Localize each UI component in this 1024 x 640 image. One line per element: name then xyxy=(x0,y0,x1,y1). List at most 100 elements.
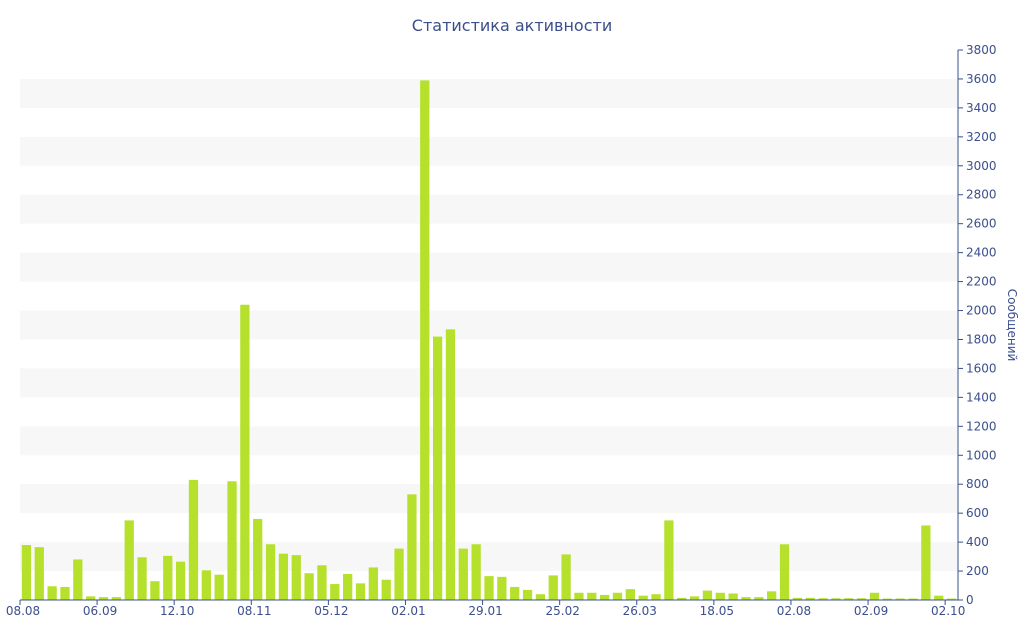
x-tick-label: 12.10 xyxy=(160,604,194,618)
bar xyxy=(677,597,687,600)
bar xyxy=(265,544,276,600)
x-tick-label: 02.01 xyxy=(391,604,425,618)
x-tick-label: 29.01 xyxy=(468,604,502,618)
y-tick-label: 3400 xyxy=(966,101,997,115)
bar xyxy=(73,559,83,600)
bar xyxy=(818,598,828,600)
bar xyxy=(86,596,96,600)
y-tick-label: 600 xyxy=(966,506,989,520)
x-tick-label: 06.09 xyxy=(83,604,117,618)
bar xyxy=(934,595,944,600)
y-axis-ticks: 0 200 400 600 800 1000 1200 1400 1600 1800 2000 220… xyxy=(958,43,997,607)
grid-band xyxy=(20,78,958,108)
y-tick-label: 2400 xyxy=(966,246,997,260)
chart-title: Статистика активности xyxy=(412,16,612,35)
bar xyxy=(535,594,546,600)
grid-band xyxy=(20,542,958,572)
bar xyxy=(291,555,301,600)
y-tick-label: 0 xyxy=(966,593,974,607)
grid-band xyxy=(20,368,958,398)
bar xyxy=(432,336,443,600)
grid-bands xyxy=(20,78,958,572)
bar xyxy=(921,525,931,600)
bar xyxy=(869,592,880,600)
bar xyxy=(779,544,790,600)
grid-band xyxy=(20,136,958,166)
bar xyxy=(612,592,623,600)
y-axis-label: Сообщений xyxy=(1005,289,1019,362)
bar xyxy=(548,575,558,600)
bar xyxy=(510,586,520,600)
bar xyxy=(163,555,173,600)
y-tick-label: 1200 xyxy=(966,419,997,433)
bar xyxy=(214,574,224,600)
bar xyxy=(946,598,957,600)
bar xyxy=(137,557,147,600)
y-tick-label: 1400 xyxy=(966,390,997,404)
bar xyxy=(304,573,314,600)
bar xyxy=(664,520,674,600)
y-tick-label: 3200 xyxy=(966,130,997,144)
y-tick-label: 400 xyxy=(966,535,989,549)
bar xyxy=(651,594,661,600)
bar xyxy=(882,598,892,600)
bar xyxy=(831,598,841,600)
x-axis-ticks: 08.08 06.09 12.10 08.11 05.12 02.01 29.01 25.02… xyxy=(6,600,965,618)
bar xyxy=(201,570,211,600)
grid-band xyxy=(20,426,958,456)
grid-band xyxy=(20,484,958,514)
bar xyxy=(908,598,918,600)
bar xyxy=(689,596,700,600)
x-tick-label: 05.12 xyxy=(314,604,348,618)
bar xyxy=(522,589,533,600)
bar xyxy=(150,581,160,600)
y-tick-label: 1000 xyxy=(966,448,997,462)
bar xyxy=(600,594,610,600)
bar xyxy=(561,554,571,600)
bar xyxy=(805,597,815,600)
bar xyxy=(278,553,289,600)
grid-band xyxy=(20,194,958,224)
bar xyxy=(124,520,134,600)
bar xyxy=(420,80,430,601)
bar xyxy=(21,545,32,600)
y-tick-label: 1600 xyxy=(966,361,997,375)
bar xyxy=(458,548,468,600)
x-tick-label: 02.09 xyxy=(854,604,888,618)
bar xyxy=(227,481,237,600)
grid-band xyxy=(20,252,958,282)
bar xyxy=(497,576,507,600)
x-tick-label: 08.08 xyxy=(6,604,40,618)
bar xyxy=(355,583,366,600)
y-tick-label: 2800 xyxy=(966,188,997,202)
bar xyxy=(625,589,635,600)
bar xyxy=(188,479,199,600)
bar xyxy=(407,494,417,600)
bar xyxy=(702,590,713,600)
x-tick-label: 02.10 xyxy=(931,604,965,618)
bar xyxy=(741,597,751,600)
y-tick-label: 3000 xyxy=(966,159,997,173)
bar xyxy=(368,567,378,600)
bar xyxy=(343,573,353,600)
bar xyxy=(715,592,725,600)
bar xyxy=(792,597,803,600)
bar xyxy=(728,593,738,600)
x-tick-label: 02.08 xyxy=(777,604,811,618)
bar xyxy=(895,598,905,600)
bar xyxy=(47,586,57,600)
bar xyxy=(34,547,44,600)
x-tick-label: 08.11 xyxy=(237,604,271,618)
bar xyxy=(638,595,648,600)
bar xyxy=(484,576,494,600)
y-tick-label: 2200 xyxy=(966,275,997,289)
bar xyxy=(587,592,597,600)
x-tick-label: 26.03 xyxy=(623,604,657,618)
y-tick-label: 3600 xyxy=(966,72,997,86)
bar xyxy=(767,591,777,600)
y-tick-label: 200 xyxy=(966,564,989,578)
bar xyxy=(98,597,109,600)
bar xyxy=(317,565,327,600)
